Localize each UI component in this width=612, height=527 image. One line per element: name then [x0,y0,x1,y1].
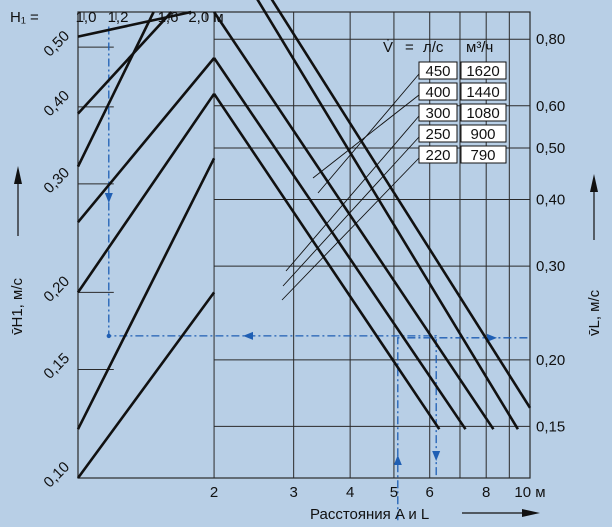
right-axis-title: v̄L, м/с [586,289,603,336]
legend-header-v: V̇ [383,39,393,56]
legend-m3h-box [460,61,507,80]
legend-leader [282,136,420,287]
legend-leader [285,115,420,272]
legend-m3h-value: 1620 [466,63,499,80]
legend-header-ls: л/с [423,39,444,56]
left-axis-title: v̄H1, м/с [9,278,26,335]
top-tick-label: 1,0 [76,9,97,26]
legend-m3h-value: 900 [470,126,495,143]
legend-leader [312,94,420,179]
legend-ls-value: 220 [425,147,450,164]
x-tick-label: 5 [390,484,398,501]
legend-ls-box [418,124,458,143]
rising-line-2 [76,11,155,168]
rising-line-5 [76,93,216,294]
example-arrow-right [487,333,497,342]
x-axis-title: Расстояния A и L [310,506,429,523]
example-arrow-left [243,331,253,340]
falling-line-4 [270,0,532,409]
x-tick-label: 6 [426,484,434,501]
legend-header-m3h: м³/ч [466,39,493,56]
rising-line-0 [76,291,216,479]
example-arrow-down [104,193,113,203]
top-tick-label: 1,2 [108,9,129,26]
example-path-left [108,26,437,478]
legend-ls-box [418,61,458,80]
right-axis-arrow-head [590,174,598,192]
example-point [106,333,112,339]
falling-line-1 [213,57,467,430]
legend: V̇ = л/с м³/ч 450 1620 400 1440 300 1080 250 900 220… [281,39,507,301]
legend-ls-value: 400 [425,84,450,101]
legend-leader [281,157,420,301]
legend-header-eq: = [405,39,414,56]
rising-line-1 [76,157,216,430]
legend-m3h-value: 1440 [466,84,499,101]
legend-ls-box [418,82,458,101]
legend-m3h-box [460,145,507,164]
right-tick-label: 0,40 [536,192,565,209]
legend-ls-box [418,145,458,164]
legend-ls-value: 250 [425,126,450,143]
falling-line-0 [213,93,441,430]
x-tick-label: 10 м [514,484,545,501]
series-layer [76,0,532,479]
legend-m3h-box [460,124,507,143]
falling-line-3 [256,0,520,430]
x-tick-label: 3 [289,484,297,501]
example-arrow-up [393,455,402,465]
legend-ls-value: 300 [425,105,450,122]
left-axis-arrow-head [14,166,22,184]
legend-ls-box [418,103,458,122]
legend-m3h-value: 790 [470,147,495,164]
example-arrow-down-2 [432,451,441,461]
top-axis-label: H₁ = [10,9,39,26]
rising-line-6 [76,57,216,224]
right-tick-label: 0,50 [536,140,565,157]
x-tick-label: 2 [210,484,218,501]
grid-layer [77,11,531,479]
right-tick-label: 0,80 [536,31,565,48]
top-tick-label: 2,0 м [188,9,223,26]
top-tick-label: 1,6 [158,9,179,26]
rising-line-3 [77,11,173,115]
legend-m3h-box [460,103,507,122]
example-path-layer [104,26,530,521]
legend-m3h-box [460,82,507,101]
falling-line-2 [213,11,495,430]
legend-leader [317,73,420,194]
legend-ls-value: 450 [425,63,450,80]
right-tick-label: 0,30 [536,258,565,275]
x-tick-label: 8 [482,484,490,501]
x-tick-label: 4 [346,484,354,501]
right-tick-label: 0,20 [536,352,565,369]
x-axis-arrow-head [522,509,540,517]
legend-m3h-value: 1080 [466,105,499,122]
rising-line-4 [77,10,192,38]
right-tick-label: 0,60 [536,98,565,115]
right-tick-label: 0,15 [536,418,565,435]
